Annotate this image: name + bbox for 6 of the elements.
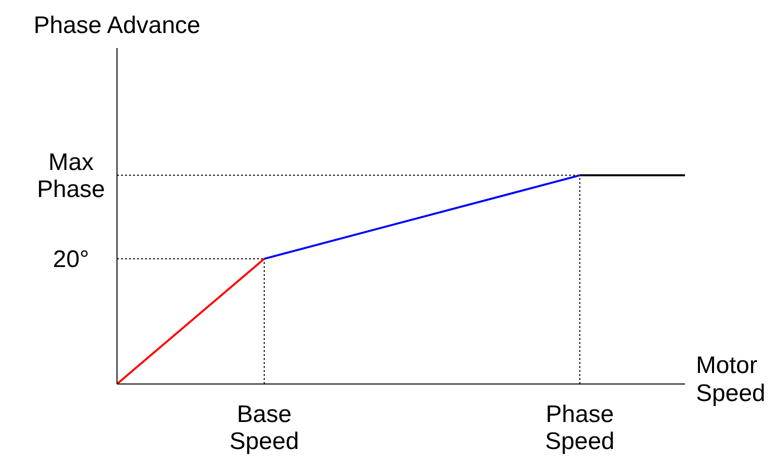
x-axis-title: Motor Speed — [696, 352, 766, 408]
text: Phase Advance — [34, 12, 200, 40]
x-tick-label: Base Speed — [230, 401, 299, 455]
text: Max Phase — [36, 148, 106, 203]
x-tick-label: Phase Speed — [545, 401, 615, 455]
text: 20° — [52, 246, 90, 273]
